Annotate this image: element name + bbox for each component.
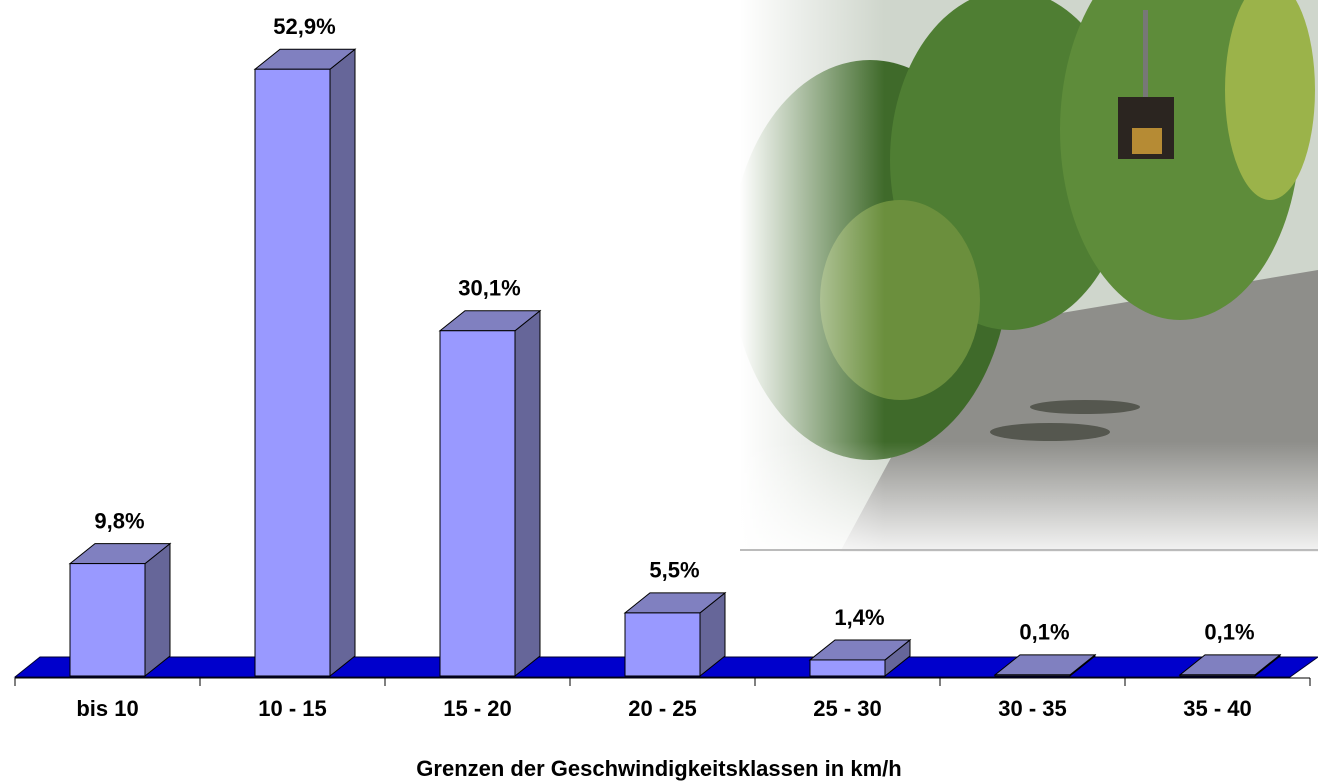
bar bbox=[810, 660, 885, 676]
value-label: 30,1% bbox=[458, 276, 520, 301]
bar bbox=[440, 331, 515, 676]
bar bbox=[1180, 675, 1255, 676]
bar bbox=[995, 675, 1070, 676]
value-label: 9,8% bbox=[94, 508, 144, 533]
bar bbox=[255, 69, 330, 676]
bar bbox=[70, 564, 145, 676]
x-tick-label: 10 - 15 bbox=[258, 696, 327, 721]
x-tick-label: 15 - 20 bbox=[443, 696, 512, 721]
photo bbox=[730, 0, 1318, 552]
value-label: 0,1% bbox=[1204, 620, 1254, 645]
bar-side bbox=[515, 311, 540, 676]
chart: Grenzen der Geschwindigkeitsklassen in k… bbox=[0, 0, 1318, 784]
page: {"chart_data": {"type": "bar", "categori… bbox=[0, 0, 1318, 784]
bar bbox=[625, 613, 700, 676]
value-label: 52,9% bbox=[273, 14, 335, 39]
bar-side bbox=[145, 544, 170, 676]
bar-side bbox=[330, 49, 355, 676]
x-axis-title: Grenzen der Geschwindigkeitsklassen in k… bbox=[416, 756, 901, 781]
value-label: 1,4% bbox=[834, 605, 884, 630]
x-tick-label: 30 - 35 bbox=[998, 696, 1067, 721]
value-label: 0,1% bbox=[1019, 620, 1069, 645]
value-label: 5,5% bbox=[649, 558, 699, 583]
x-tick-label: bis 10 bbox=[76, 696, 138, 721]
x-tick-label: 20 - 25 bbox=[628, 696, 697, 721]
x-tick-label: 35 - 40 bbox=[1183, 696, 1252, 721]
x-tick-label: 25 - 30 bbox=[813, 696, 882, 721]
